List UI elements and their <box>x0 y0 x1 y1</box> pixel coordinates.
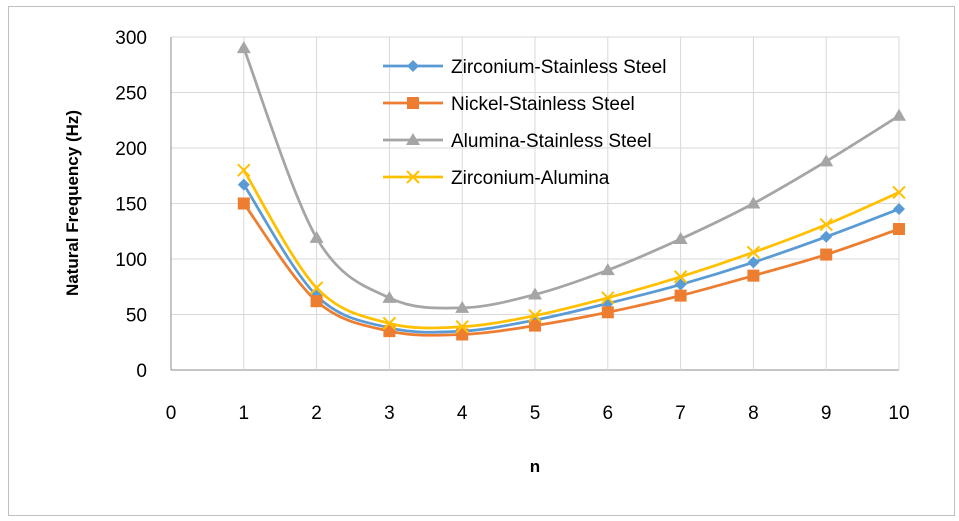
legend-item: Zirconium-Stainless Steel <box>383 57 666 78</box>
data-point <box>237 197 250 210</box>
data-point <box>747 256 760 269</box>
x-tick-label: 5 <box>530 403 541 424</box>
legend-label: Zirconium-Alumina <box>451 168 610 189</box>
legend-item: Nickel-Stainless Steel <box>383 94 635 115</box>
data-point <box>528 287 542 300</box>
data-point <box>673 232 688 245</box>
data-point <box>382 316 397 331</box>
y-axis-title: Natural Frequency (Hz) <box>63 110 82 296</box>
data-point <box>674 289 687 302</box>
data-point <box>673 270 688 284</box>
data-point <box>310 295 323 308</box>
legend-item: Alumina-Stainless Steel <box>383 131 652 152</box>
data-point <box>893 223 905 236</box>
y-tick-label: 300 <box>115 28 147 49</box>
x-tick-label: 10 <box>888 403 909 424</box>
series-nickel-stainless-steel <box>237 197 905 341</box>
data-point <box>236 41 251 54</box>
series-line <box>242 202 900 337</box>
data-point <box>820 248 833 261</box>
y-tick-label: 50 <box>126 306 147 327</box>
data-point <box>383 325 396 338</box>
data-point <box>382 290 397 303</box>
series-line <box>242 183 900 334</box>
x-axis-title: n <box>530 457 540 476</box>
x-tick-label: 6 <box>603 403 614 424</box>
legend-label: Alumina-Stainless Steel <box>451 131 652 152</box>
data-point <box>237 163 251 177</box>
data-point <box>893 203 905 216</box>
data-point <box>747 269 760 282</box>
data-point <box>892 185 906 200</box>
data-point <box>819 217 833 232</box>
series-alumina-stainless-steel <box>236 41 906 313</box>
y-tick-label: 150 <box>115 195 147 216</box>
legend-marker <box>406 170 420 184</box>
x-tick-label: 7 <box>675 403 686 424</box>
data-point <box>601 291 615 305</box>
data-point <box>600 263 615 276</box>
legend-marker <box>406 133 420 145</box>
y-tick-label: 0 <box>136 361 147 382</box>
data-point <box>892 108 906 121</box>
x-tick-label: 4 <box>457 403 468 424</box>
x-tick-label: 8 <box>748 403 759 424</box>
data-point <box>820 230 833 243</box>
x-tick-labels: 0 1 2 3 4 5 6 7 8 9 10 <box>166 403 910 424</box>
y-tick-label: 100 <box>115 250 147 271</box>
series-zirconium-alumina <box>237 163 906 334</box>
data-point <box>237 178 250 191</box>
data-point <box>529 319 541 332</box>
x-tick-label: 3 <box>384 403 395 424</box>
data-point <box>746 245 761 260</box>
x-tick-label: 9 <box>821 403 832 424</box>
y-tick-label: 200 <box>115 139 147 160</box>
x-tick-label: 0 <box>166 403 177 424</box>
data-point <box>455 320 469 334</box>
legend-label: Nickel-Stainless Steel <box>451 94 635 115</box>
series-line <box>242 169 900 330</box>
data-point <box>455 300 470 313</box>
legend-marker <box>407 97 419 109</box>
legend-label: Zirconium-Stainless Steel <box>451 57 666 78</box>
series-lines <box>236 41 906 341</box>
series-zirconium-stainless-steel <box>237 178 905 338</box>
legend-item: Zirconium-Alumina <box>383 168 610 189</box>
data-point <box>309 230 324 243</box>
data-point <box>746 196 761 209</box>
chart-frame <box>8 6 955 516</box>
legend: Zirconium-Stainless Steel Nickel-Stainles… <box>383 57 666 189</box>
x-tick-label: 2 <box>311 403 322 424</box>
data-point <box>674 278 687 291</box>
legend-marker <box>407 60 419 72</box>
data-point <box>819 154 834 167</box>
x-tick-label: 1 <box>239 403 250 424</box>
data-point <box>528 308 542 323</box>
data-point <box>456 328 469 341</box>
data-point <box>309 281 324 295</box>
data-point <box>601 306 614 319</box>
y-tick-label: 250 <box>115 84 147 105</box>
y-tick-labels: 0 50 100 150 200 250 300 <box>115 28 147 382</box>
